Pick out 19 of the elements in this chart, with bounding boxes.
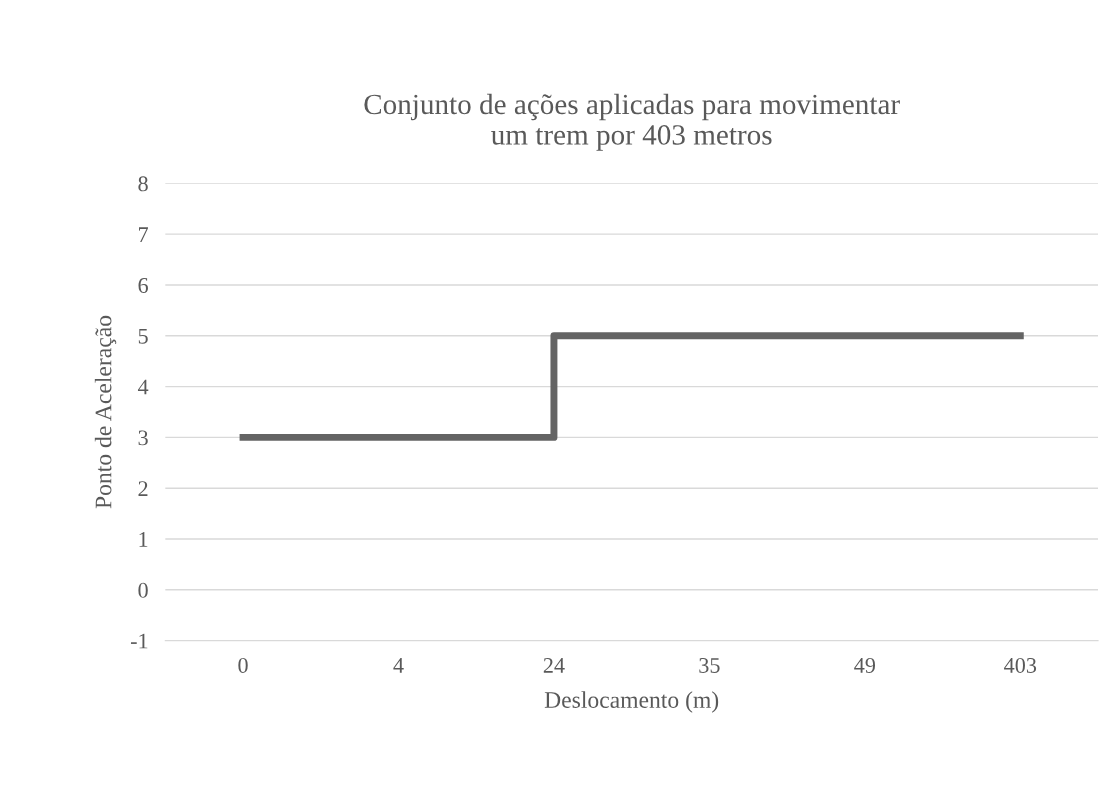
- y-tick-label: 8: [138, 176, 148, 192]
- y-tick-label: 2: [138, 481, 148, 496]
- x-tick-label: 35: [699, 657, 720, 673]
- y-tick-label: 0: [138, 582, 148, 598]
- y-axis-title: Ponto de Aceleração: [94, 315, 117, 509]
- y-tick-label: 7: [139, 227, 149, 242]
- chart-title: Conjunto de ações aplicadas para movimentar um trem por 403 metros: [364, 93, 900, 151]
- y-tick-label: 1: [139, 532, 148, 547]
- y-tick-label: 6: [138, 277, 148, 293]
- y-tick-label: 3: [138, 430, 148, 446]
- y-tick-label: 5: [138, 328, 148, 344]
- x-tick-label: 0: [238, 657, 248, 673]
- x-axis-title: Deslocamento (m): [544, 691, 719, 713]
- y-tick-label: -1: [130, 633, 148, 649]
- y-tick-label: 4: [137, 379, 149, 395]
- x-tick-label: 4: [393, 658, 404, 673]
- x-tick-label: 24: [543, 657, 565, 673]
- x-tick-label: 403: [1004, 657, 1037, 673]
- x-tick-label: 49: [854, 657, 876, 673]
